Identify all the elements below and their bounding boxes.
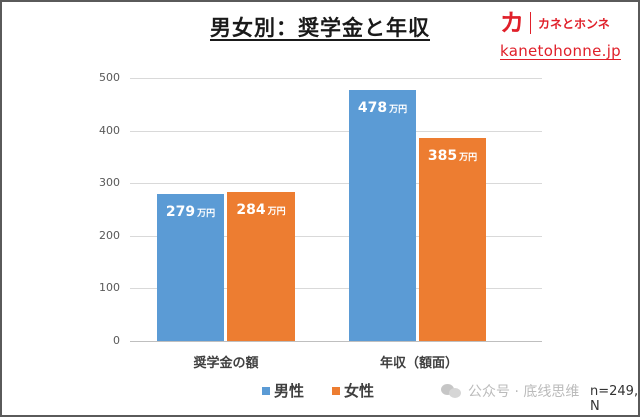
chart-title: 男女別：奨学金と年収 [0, 12, 640, 42]
gridline-100 [130, 288, 542, 289]
wechat-icon [441, 383, 463, 399]
gridline-200 [130, 236, 542, 237]
gridline-400 [130, 131, 542, 132]
legend-item-female[interactable]: 女性 [332, 380, 374, 401]
bar-scholarship-female[interactable]: 284 万円 [227, 192, 295, 341]
bar-value-label: 385 万円 [427, 148, 478, 164]
brand-separator [530, 12, 531, 34]
y-tick-label: 200 [99, 229, 120, 242]
bar-value-label: 284 万円 [236, 202, 286, 218]
bar-income-female[interactable]: 385 万円 [419, 138, 486, 341]
bar-scholarship-male[interactable]: 279 万円 [157, 194, 224, 341]
gridline-500 [130, 78, 542, 79]
legend-item-male[interactable]: 男性 [262, 380, 304, 401]
chart-legend: 男性 女性 [262, 380, 374, 401]
bar-value-label: 279 万円 [165, 204, 216, 220]
watermark: 公众号 · 底线思维 [441, 381, 579, 401]
y-tick-label: 500 [99, 71, 120, 84]
legend-swatch-icon [262, 386, 270, 395]
y-tick-label: 0 [113, 334, 120, 347]
sample-size-note: n=249, N [590, 384, 639, 414]
chart-title-text: 男女別：奨学金と年収 [210, 16, 430, 40]
brand-logo: カ カネとホンネ kanetohonne.jp [500, 8, 635, 60]
bar-value-label: 478 万円 [357, 100, 408, 116]
x-category-label: 年収（額面） [379, 356, 458, 371]
axis-baseline [130, 341, 542, 342]
brand-name: カネとホンネ [538, 16, 610, 31]
brand-mark-icon: カ [500, 9, 524, 37]
y-tick-label: 300 [99, 176, 120, 189]
y-tick-label: 100 [99, 281, 120, 294]
gridline-300 [130, 183, 542, 184]
brand-url-link[interactable]: kanetohonne.jp [500, 42, 621, 60]
x-category-label: 奨学金の額 [193, 356, 259, 371]
legend-swatch-icon [332, 386, 341, 395]
y-tick-label: 400 [99, 124, 120, 137]
bar-income-male[interactable]: 478 万円 [349, 90, 416, 341]
